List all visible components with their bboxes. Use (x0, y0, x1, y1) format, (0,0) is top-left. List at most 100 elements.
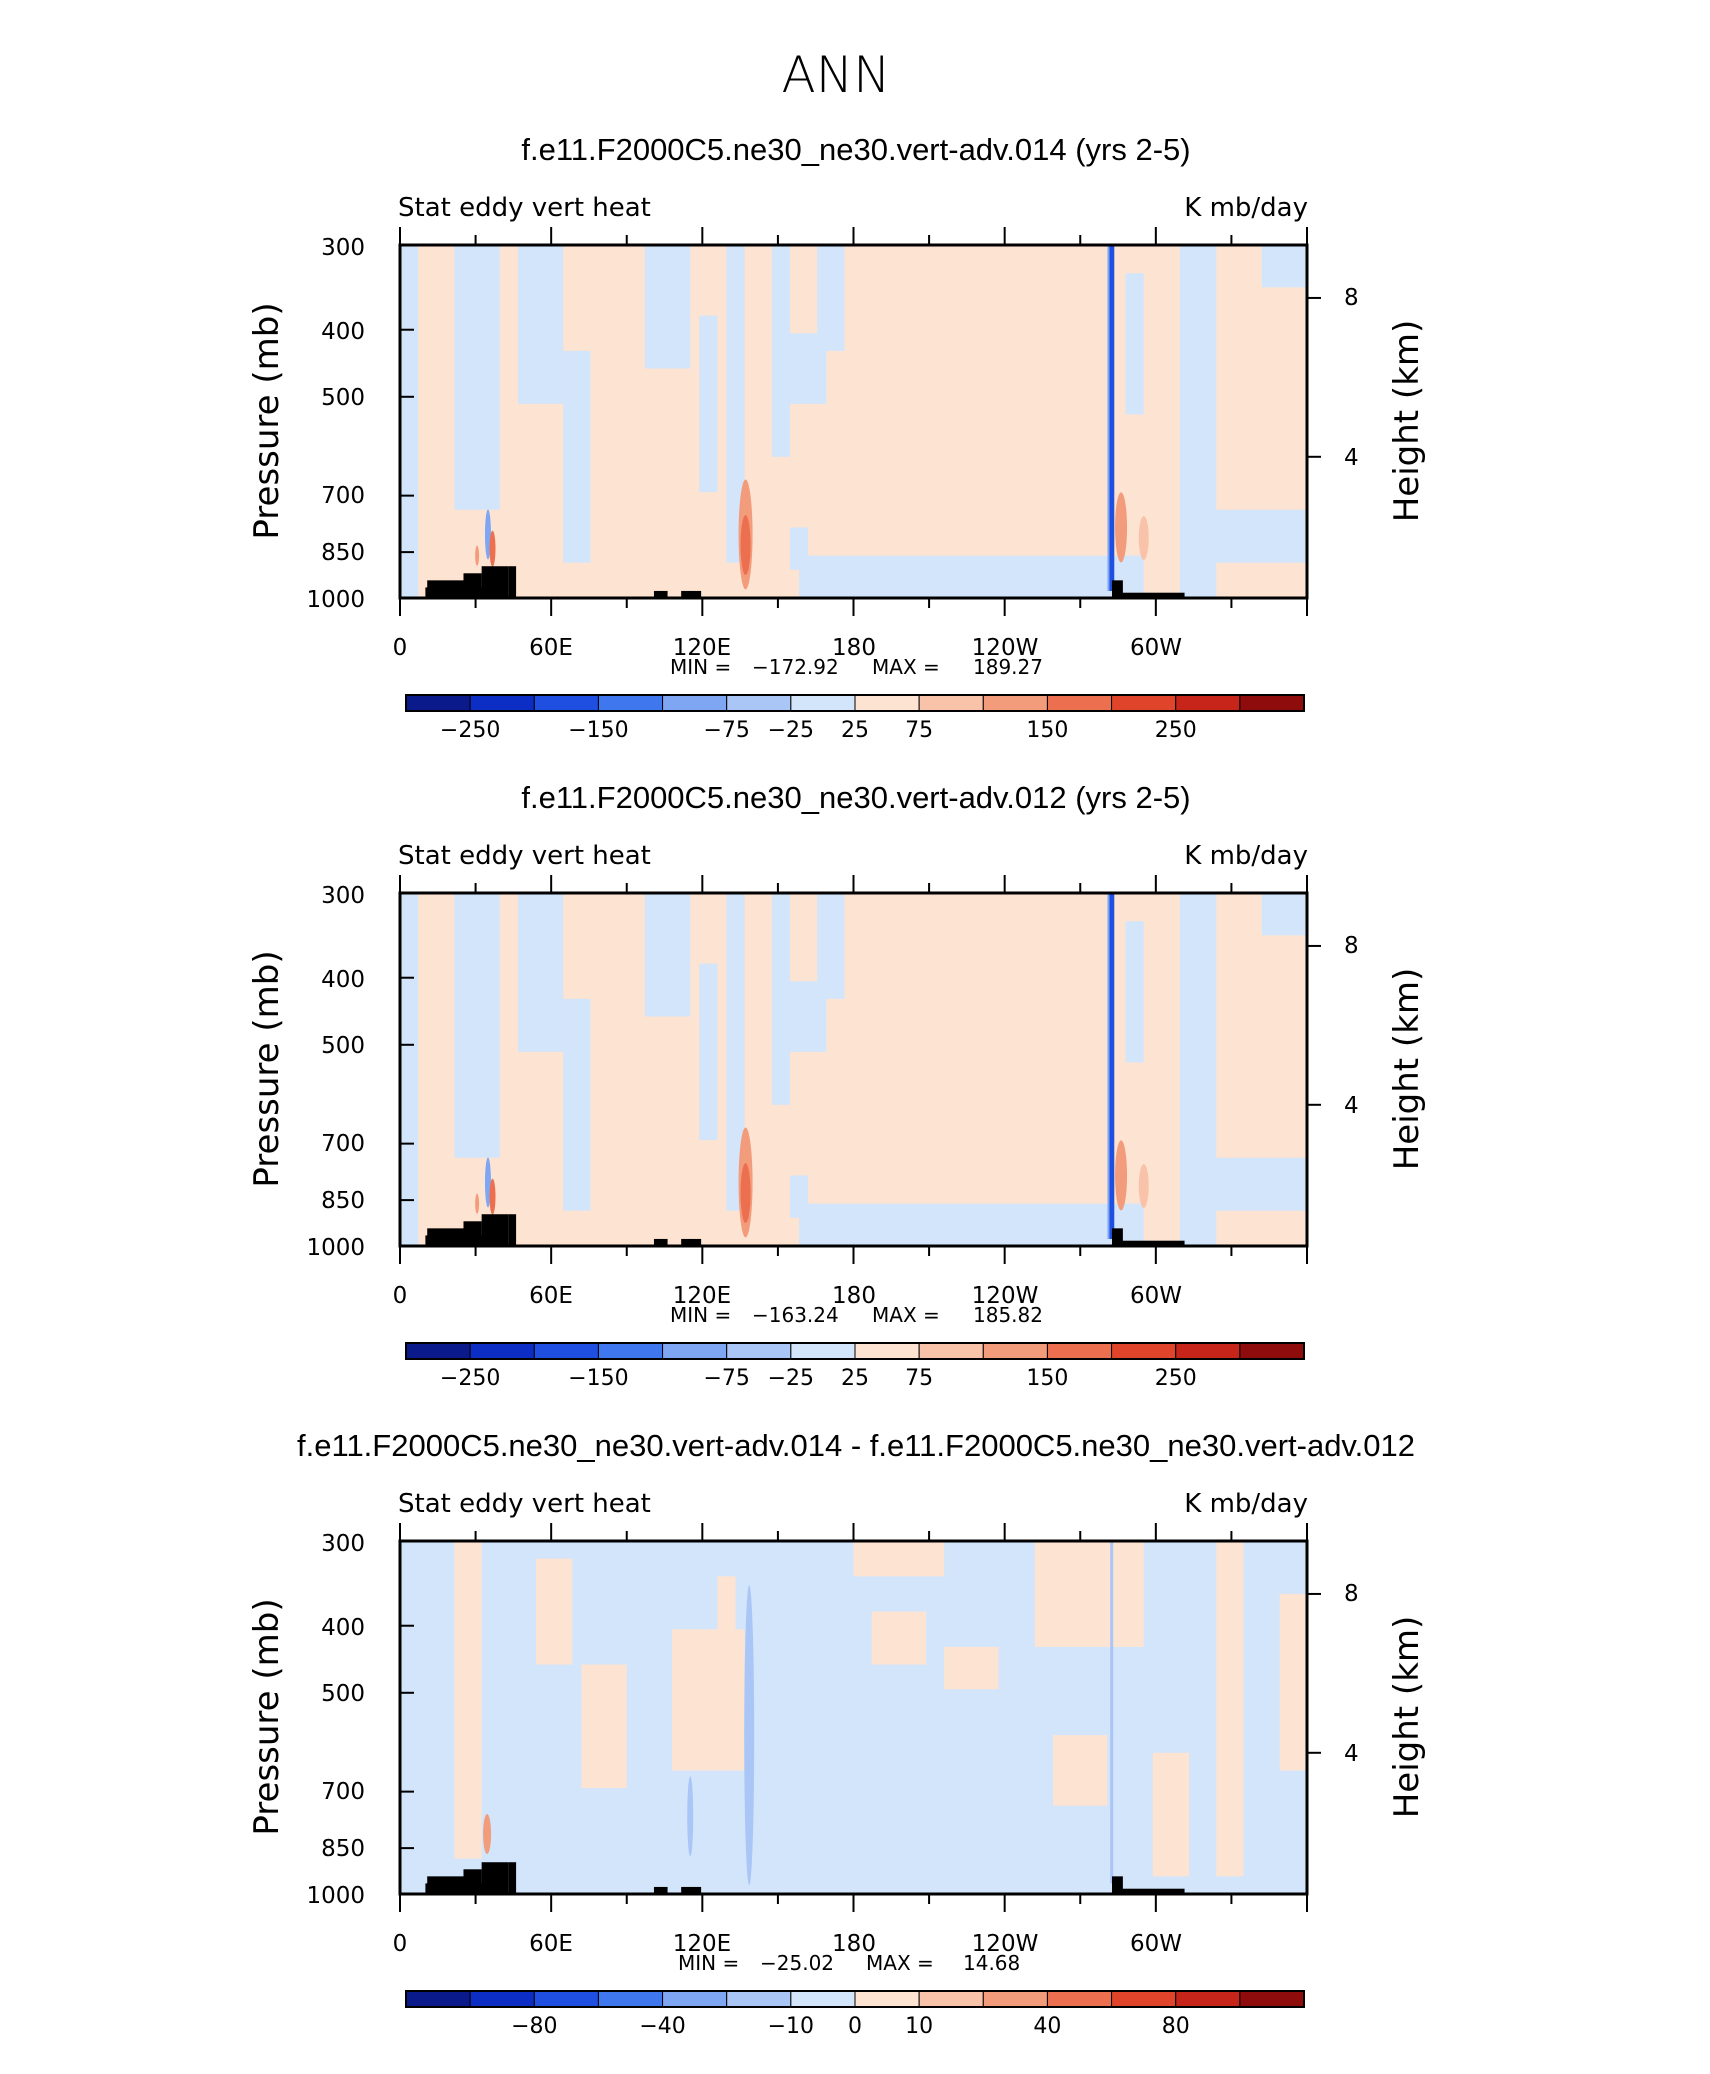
field-patch (581, 1664, 627, 1789)
colorbar-box (469, 694, 535, 712)
terrain-block (681, 590, 702, 598)
field-patch (1216, 1157, 1307, 1211)
x-tick-120w: 120W (972, 1931, 1039, 1957)
colorbar-box (533, 694, 599, 712)
field-patch (790, 527, 809, 570)
panel-subtitle-left: Stat eddy vert heat (398, 1489, 651, 1519)
y-tick-1000: 1000 (306, 1883, 365, 1909)
x-tick-0: 0 (393, 1931, 408, 1957)
x-tick-60w: 60W (1130, 1931, 1182, 1957)
field-feature (744, 1585, 755, 1886)
field-patch (644, 245, 691, 369)
colorbar-label: −80 (511, 2014, 557, 2039)
y-tick-300: 300 (321, 883, 365, 909)
colorbar-box (662, 1342, 728, 1360)
field-patch (1034, 1541, 1144, 1647)
x-tick-120w: 120W (972, 1283, 1039, 1309)
colorbar-box (469, 1342, 535, 1360)
terrain-block (425, 1235, 508, 1246)
stats-max-value: 189.27 (973, 655, 1043, 679)
field-feature (1107, 893, 1110, 1239)
colorbar-label: −10 (768, 2014, 814, 2039)
y-right-tick-4: 4 (1344, 445, 1359, 471)
terrain-block (508, 1862, 517, 1894)
panel-subtitle-right: K mb/day (1184, 193, 1308, 223)
field-patch (1125, 273, 1144, 415)
field-feature (1138, 1163, 1149, 1208)
stats-max-value: 185.82 (973, 1303, 1043, 1327)
panel-title: f.e11.F2000C5.ne30_ne30.vert-adv.012 (yr… (521, 780, 1190, 815)
colorbar: −250 −150 −75 −25 25 75 150 250 (405, 694, 1305, 743)
field-patch (853, 1541, 945, 1577)
field-patch (726, 893, 745, 1211)
stats-min-value: −25.02 (760, 1951, 834, 1975)
colorbar-box (1175, 1990, 1241, 2008)
colorbar-box (1111, 1342, 1177, 1360)
colorbar-box (790, 1342, 856, 1360)
stats-max-value: 14.68 (963, 1951, 1020, 1975)
y-right-tick-8: 8 (1344, 285, 1359, 311)
field-patch (799, 1203, 1144, 1246)
colorbar-box (854, 1342, 920, 1360)
field-patch (790, 981, 827, 1052)
field-patch (1125, 921, 1144, 1063)
colorbar-box (982, 694, 1048, 712)
field-feature (475, 545, 480, 566)
colorbar-box (918, 1990, 984, 2008)
x-tick-180: 180 (832, 1931, 876, 1957)
colorbar-box (726, 694, 792, 712)
colorbar-box (1175, 1342, 1241, 1360)
y-tick-500: 500 (321, 1033, 365, 1059)
x-tick-180: 180 (832, 1283, 876, 1309)
panel-title: f.e11.F2000C5.ne30_ne30.vert-adv.014 (yr… (521, 132, 1190, 167)
y-axis-label: Pressure (mb) (247, 1598, 287, 1835)
field-feature (1109, 245, 1115, 591)
colorbar-box (1239, 1342, 1305, 1360)
y-axis-right-label: Height (km) (1387, 968, 1427, 1171)
colorbar-box (918, 694, 984, 712)
field-patch (871, 1611, 927, 1665)
plot-area (400, 1541, 1307, 1894)
x-tick-60w: 60W (1130, 1283, 1182, 1309)
stats-min-label: MIN = (678, 1951, 739, 1975)
y-tick-850: 850 (321, 1836, 365, 1862)
plot-area (400, 893, 1307, 1246)
terrain-block (425, 587, 508, 598)
terrain-block (653, 590, 668, 598)
y-tick-700: 700 (321, 1779, 365, 1805)
panel-subtitle-right: K mb/day (1184, 841, 1308, 871)
stats-min-value: −172.92 (752, 655, 839, 679)
y-tick-300: 300 (321, 1531, 365, 1557)
y-tick-500: 500 (321, 1681, 365, 1707)
field-patch (1216, 1541, 1244, 1877)
field-patch (799, 555, 1144, 598)
field-patch (454, 893, 500, 1158)
y-axis-label: Pressure (mb) (247, 950, 287, 1187)
colorbar-label: −250 (440, 1366, 500, 1391)
field-feature (1107, 245, 1110, 591)
axis-ticks (399, 227, 1321, 616)
stats-min-label: MIN = (670, 655, 731, 679)
colorbar-box (469, 1990, 535, 2008)
colorbar-box (1046, 1342, 1113, 1360)
colorbar-box (1175, 694, 1241, 712)
colorbar-label: 150 (1026, 718, 1068, 743)
colorbar-box (405, 1342, 471, 1360)
colorbar-box (854, 1990, 920, 2008)
panel-3: f.e11.F2000C5.ne30_ne30.vert-adv.014 - f… (247, 1428, 1427, 2039)
colorbar-label: −150 (568, 1366, 628, 1391)
terrain-block (1111, 1228, 1123, 1246)
field-patch (517, 893, 564, 1052)
x-tick-60e: 60E (529, 635, 573, 661)
colorbar-box (854, 694, 920, 712)
colorbar-frame (405, 694, 1305, 712)
colorbar-box (726, 1342, 792, 1360)
field-patch (563, 350, 591, 563)
y-axis-label: Pressure (mb) (247, 302, 287, 539)
colorbar-box (1046, 694, 1113, 712)
colorbar-box (1111, 1990, 1177, 2008)
field-feature (475, 1193, 480, 1214)
stats-min-value: −163.24 (752, 1303, 839, 1327)
colorbar-label: 250 (1155, 718, 1197, 743)
x-tick-120e: 120E (673, 1931, 731, 1957)
